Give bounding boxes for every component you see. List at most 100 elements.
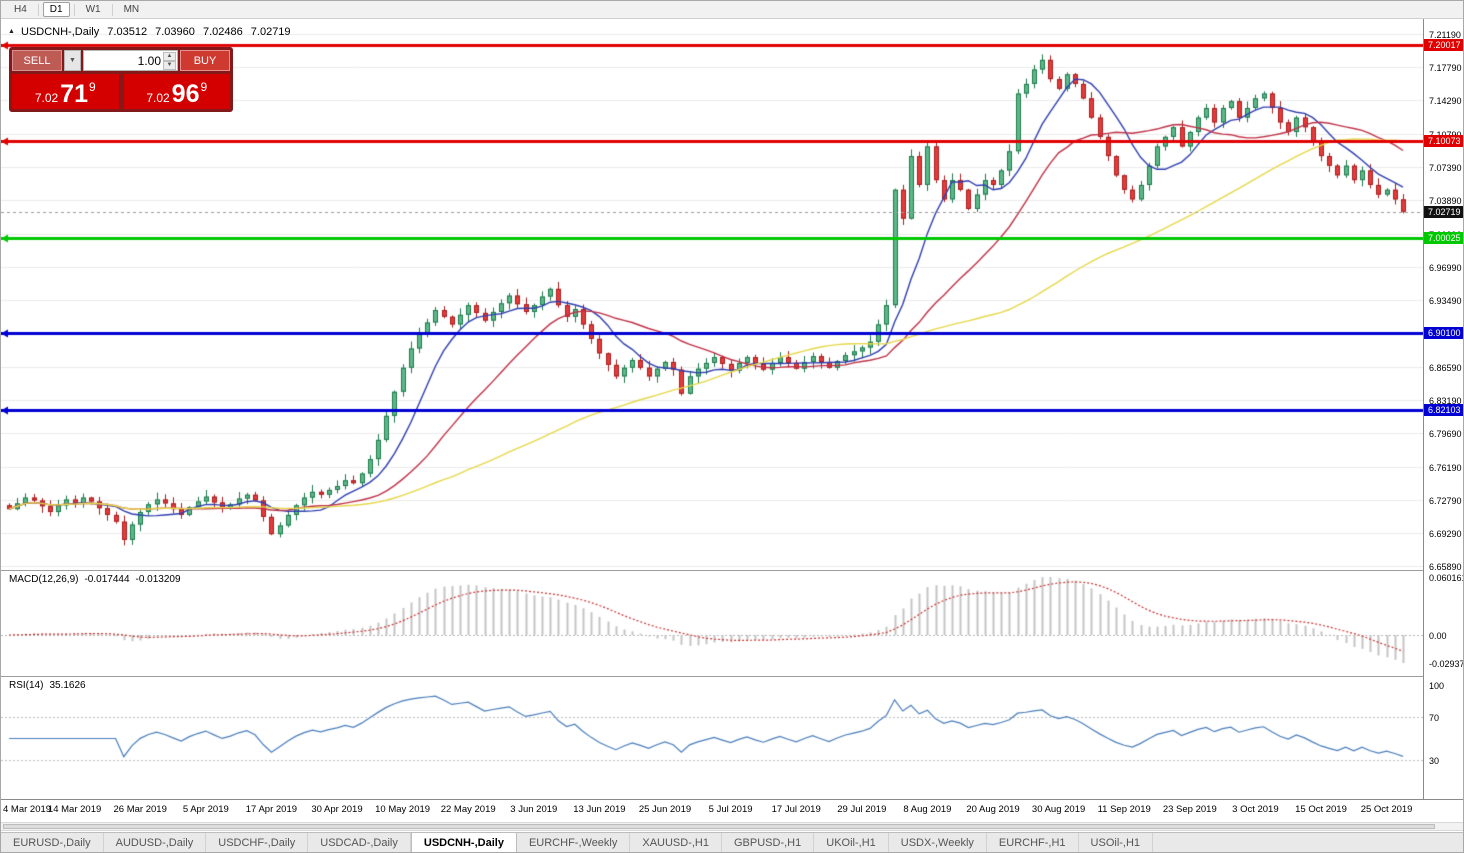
- date-label: 4 Mar 2019: [3, 804, 52, 815]
- price-scale-label: 6.79690: [1429, 429, 1462, 440]
- date-label: 3 Oct 2019: [1232, 804, 1279, 815]
- date-label: 17 Apr 2019: [245, 804, 298, 815]
- price-scale-label: 6.96990: [1429, 262, 1462, 273]
- date-label: 26 Mar 2019: [113, 804, 167, 815]
- toolbar-separator: [111, 3, 113, 16]
- timeframe-button-mn[interactable]: MN: [123, 4, 140, 15]
- quote-low: 7.02486: [202, 26, 243, 38]
- timeframe-button-w1[interactable]: W1: [85, 4, 101, 15]
- timeframe-button-d1[interactable]: D1: [42, 2, 70, 17]
- scrollbar-thumb[interactable]: [3, 824, 1435, 829]
- macd-scale-label: 0.00: [1429, 631, 1447, 641]
- date-label: 8 Aug 2019: [903, 804, 952, 815]
- price-scale-label: 6.72790: [1429, 495, 1462, 506]
- price-scale-label: 6.86590: [1429, 362, 1462, 373]
- rsi-scale-label: 100: [1429, 681, 1445, 691]
- one-click-trading-panel: SELL ▼ 1.00 ▲ ▼ BUY 7.02 71 9 7.02 96 9: [9, 47, 233, 112]
- macd-indicator-label: MACD(12,26,9) -0.017444 -0.013209: [9, 574, 187, 585]
- tab-gbpusd-h1[interactable]: GBPUSD-,H1: [722, 833, 815, 852]
- tab-usdx-weekly[interactable]: USDX-,Weekly: [889, 833, 987, 852]
- sell-price-pips: 71: [60, 79, 88, 108]
- chart-tabbar: EURUSD-,Daily AUDUSD-,Daily USDCHF-,Daily U…: [1, 832, 1463, 852]
- sell-price-point: 9: [88, 80, 96, 94]
- macd-scale-label: -0.029378: [1429, 659, 1463, 669]
- date-label: 22 May 2019: [440, 804, 496, 815]
- tab-usdchf-daily[interactable]: USDCHF-,Daily: [206, 833, 309, 852]
- tab-usdcad-daily[interactable]: USDCAD-,Daily: [308, 833, 411, 852]
- timeframe-button-h4[interactable]: H4: [14, 4, 27, 15]
- date-label: 25 Jun 2019: [638, 804, 692, 815]
- price-scale-label: 7.03890: [1429, 196, 1462, 207]
- volume-value: 1.00: [137, 53, 161, 68]
- volume-decrease-icon[interactable]: ▼: [163, 61, 176, 70]
- date-label: 5 Jul 2019: [708, 804, 753, 815]
- buy-price-pips: 96: [171, 79, 200, 108]
- price-scale-label: 6.76190: [1429, 462, 1462, 473]
- timeframe-toolbar: H4 D1 W1 MN: [1, 1, 1463, 19]
- panel-divider-macd[interactable]: [1, 570, 1423, 571]
- rsi-canvas[interactable]: [1, 677, 1423, 798]
- quote-high: 7.03960: [155, 26, 195, 38]
- volume-dropdown-icon[interactable]: ▼: [64, 50, 81, 71]
- quote-open: 7.03512: [107, 26, 148, 38]
- collapse-trade-panel-icon[interactable]: ▲: [8, 28, 15, 35]
- price-scale-label: 7.21190: [1429, 30, 1461, 40]
- rsi-indicator-label: RSI(14) 35.1626: [9, 680, 92, 691]
- price-scale-label: 6.69290: [1429, 529, 1462, 540]
- date-label: 29 Jul 2019: [837, 804, 887, 815]
- price-scale-label: 7.14290: [1429, 96, 1462, 107]
- chart-symbol-period: USDCNH-,Daily: [21, 26, 100, 38]
- buy-price-point: 9: [200, 80, 208, 94]
- level-price-tag: 6.82103: [1424, 404, 1463, 417]
- macd-value-1: -0.017444: [84, 574, 130, 585]
- price-scale[interactable]: 7.211907.177907.142907.107907.073907.038…: [1423, 19, 1463, 799]
- price-scale-label: 6.65890: [1429, 562, 1462, 572]
- quote-close: 7.02719: [250, 26, 291, 38]
- price-chart-canvas[interactable]: [1, 19, 1423, 570]
- volume-increase-icon[interactable]: ▲: [163, 52, 176, 61]
- rsi-name: RSI(14): [9, 680, 44, 691]
- tab-xauusd-h1[interactable]: XAUUSD-,H1: [630, 833, 722, 852]
- price-scale-label: 6.83190: [1429, 395, 1462, 406]
- rsi-scale-label: 70: [1429, 713, 1440, 724]
- buy-button[interactable]: BUY: [180, 50, 230, 71]
- price-scale-label: 7.17790: [1429, 62, 1462, 73]
- buy-price-display[interactable]: 7.02 96 9: [123, 74, 230, 109]
- tab-usoil-h1[interactable]: USOil-,H1: [1079, 833, 1154, 852]
- tab-ukoil-h1[interactable]: UKOil-,H1: [814, 833, 889, 852]
- level-price-tag: 6.90100: [1424, 327, 1463, 340]
- rsi-value: 35.1626: [49, 680, 86, 691]
- sell-button[interactable]: SELL: [12, 50, 62, 71]
- volume-input[interactable]: 1.00 ▲ ▼: [83, 50, 178, 71]
- trade-controls-row: SELL ▼ 1.00 ▲ ▼ BUY: [12, 50, 230, 71]
- current-price-tag: 7.02719: [1424, 205, 1463, 218]
- tab-usdcnh-daily[interactable]: USDCNH-,Daily: [410, 833, 517, 852]
- buy-price-prefix: 7.02: [146, 91, 170, 105]
- date-label: 17 Jul 2019: [771, 804, 821, 815]
- tab-eurusd-daily[interactable]: EURUSD-,Daily: [1, 833, 104, 852]
- date-label: 30 Apr 2019: [311, 804, 363, 815]
- time-scale[interactable]: 4 Mar 2019 14 Mar 2019 26 Mar 2019 5 Apr 20…: [1, 799, 1463, 819]
- date-label: 10 May 2019: [375, 804, 431, 815]
- toolbar-separator: [37, 3, 39, 16]
- macd-value-2: -0.013209: [135, 574, 181, 585]
- date-label: 30 Aug 2019: [1031, 804, 1086, 815]
- date-label: 23 Sep 2019: [1162, 804, 1217, 815]
- date-label: 13 Jun 2019: [573, 804, 626, 815]
- tab-eurchf-weekly[interactable]: EURCHF-,Weekly: [517, 833, 631, 852]
- panel-divider-rsi[interactable]: [1, 676, 1423, 677]
- date-label: 14 Mar 2019: [47, 804, 102, 815]
- macd-canvas[interactable]: [1, 571, 1423, 676]
- tab-eurchf-h1[interactable]: EURCHF-,H1: [987, 833, 1079, 852]
- sell-price-prefix: 7.02: [34, 91, 59, 105]
- price-scale-label: 7.07390: [1429, 162, 1462, 173]
- tab-audusd-daily[interactable]: AUDUSD-,Daily: [104, 833, 207, 852]
- date-label: 11 Sep 2019: [1097, 804, 1151, 815]
- date-label: 5 Apr 2019: [182, 804, 229, 815]
- sell-price-display[interactable]: 7.02 71 9: [12, 74, 119, 109]
- price-scale-label: 6.93490: [1429, 296, 1462, 307]
- level-price-tag: 7.10073: [1424, 134, 1463, 147]
- level-price-tag: 7.00025: [1424, 231, 1463, 244]
- horizontal-scrollbar[interactable]: [1, 822, 1463, 831]
- chart-ohlc-header: USDCNH-,Daily 7.03512 7.03960 7.02486 7.…: [21, 26, 296, 38]
